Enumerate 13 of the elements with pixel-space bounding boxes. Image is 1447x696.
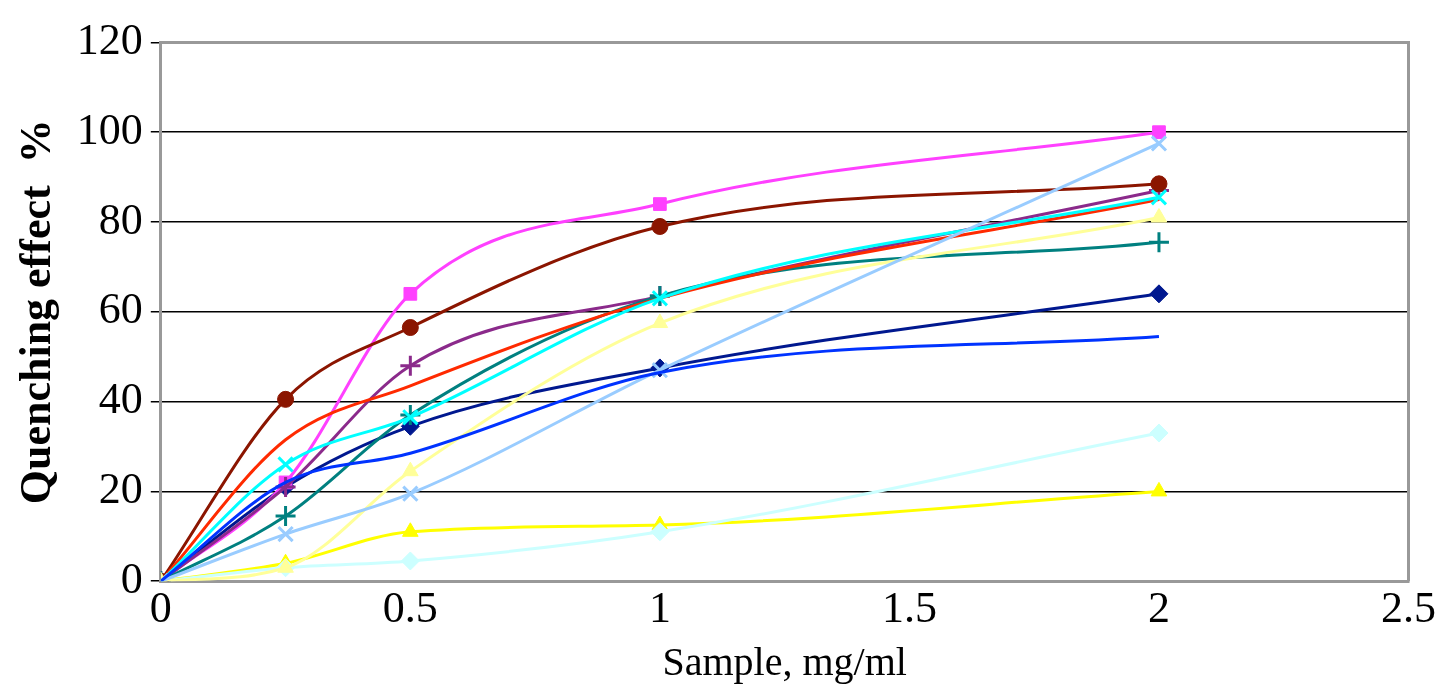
x-tick-label: 2.5	[1381, 583, 1436, 633]
y-tick-label: 20	[98, 463, 143, 513]
y-tick-label: 60	[98, 284, 143, 334]
y-tick-label: 40	[98, 374, 143, 424]
y-axis-title: Quenching effect %	[10, 119, 60, 505]
x-tick-label: 1	[648, 583, 671, 633]
y-tick-label: 80	[98, 194, 143, 244]
y-tick-label: 100	[76, 104, 143, 154]
y-tick-label: 120	[76, 14, 143, 64]
x-tick-label: 0.5	[382, 583, 438, 633]
x-tick-label: 2	[1147, 583, 1170, 633]
x-tick-label: 1.5	[881, 583, 937, 633]
x-axis-title: Sample, mg/ml	[662, 638, 907, 684]
